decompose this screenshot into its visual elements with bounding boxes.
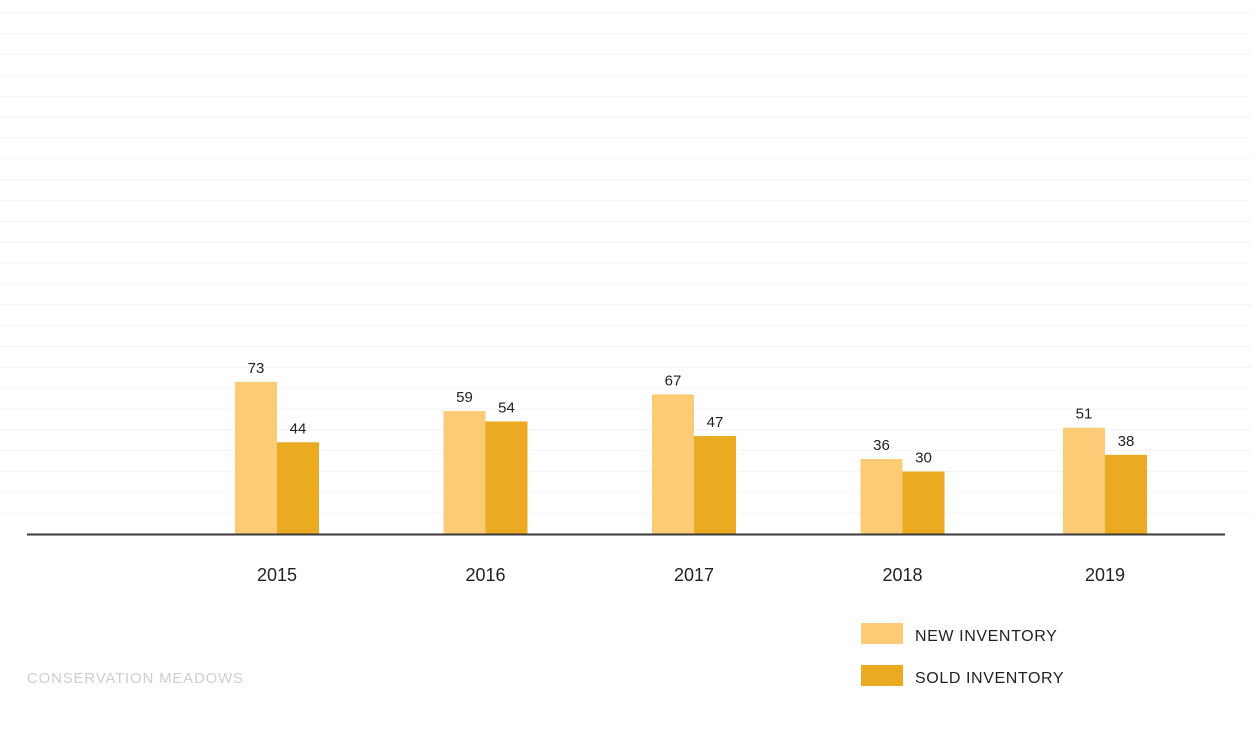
data-label-new-2018: 36: [873, 437, 890, 454]
x-tick-label-2016: 2016: [465, 565, 505, 585]
bar-new-inventory-2015: [235, 381, 277, 534]
bar-sold-inventory-2016: [485, 421, 528, 534]
bar-new-inventory-2017: [652, 394, 694, 534]
grid-lines: [0, 12, 1251, 514]
data-label-new-2019: 51: [1076, 406, 1093, 423]
footer-label: CONSERVATION MEADOWS: [27, 670, 244, 687]
legend-item-new-inventory: NEW INVENTORY: [861, 622, 1064, 645]
bar-sold-inventory-2015: [277, 442, 319, 534]
data-label-sold-2017: 47: [707, 414, 724, 431]
legend-item-sold-inventory: SOLD INVENTORY: [861, 664, 1065, 687]
data-label-new-2017: 67: [665, 372, 682, 389]
bar-new-inventory-2019: [1063, 427, 1105, 534]
bar-new-inventory-2016: [443, 411, 486, 534]
data-labels: 73 44 59 54 67 47 36 30 51 38: [248, 360, 1135, 467]
bar-new-inventory-2018: [860, 458, 903, 534]
data-label-sold-2016: 54: [498, 399, 515, 416]
data-label-sold-2019: 38: [1118, 433, 1135, 450]
x-tick-label-2019: 2019: [1085, 565, 1125, 585]
x-tick-label-2017: 2017: [674, 565, 714, 585]
data-label-new-2016: 59: [456, 389, 473, 406]
x-tick-label-2015: 2015: [257, 565, 297, 585]
legend: NEW INVENTORY SOLD INVENTORY: [861, 622, 1064, 706]
data-label-sold-2015: 44: [290, 420, 307, 437]
bar-series: [235, 381, 1147, 534]
x-axis-ticks: 2015 2016 2017 2018 2019: [257, 565, 1125, 585]
legend-label-sold-inventory: SOLD INVENTORY: [915, 670, 1065, 687]
bar-sold-inventory-2017: [694, 436, 736, 534]
legend-swatch-new-inventory: [861, 622, 903, 644]
x-tick-label-2018: 2018: [882, 565, 922, 585]
legend-label-new-inventory: NEW INVENTORY: [915, 628, 1058, 645]
bar-sold-inventory-2018: [902, 471, 945, 534]
legend-swatch-sold-inventory: [861, 664, 903, 686]
data-label-new-2015: 73: [248, 360, 265, 377]
data-label-sold-2018: 30: [915, 449, 932, 466]
bar-sold-inventory-2019: [1105, 454, 1147, 534]
